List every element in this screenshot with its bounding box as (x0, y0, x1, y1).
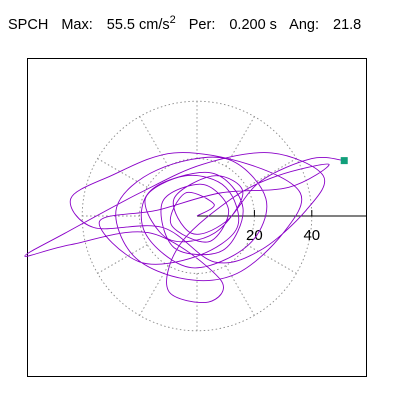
x-tick-label-40: 40 (303, 227, 320, 244)
end-point-marker (340, 157, 348, 165)
max-label: Max: (61, 17, 93, 33)
max-unit-power: 2 (169, 14, 176, 26)
period-value: 0.200 s (229, 17, 277, 33)
trace-group (24, 152, 345, 303)
grid-spoke-11 (225, 265, 255, 316)
plot-header: SPCH Max: 55.5 cm/s2 Per: 0.200 s Ang: 21.8 (8, 14, 370, 33)
max-value: 55.5 cm/s2 (106, 14, 176, 33)
marker-group (340, 157, 348, 165)
period-label: Per: (188, 17, 216, 33)
max-value-text: 55.5 cm/s (106, 17, 170, 33)
angle-value: 21.8 (333, 17, 362, 33)
grid-spoke-6 (97, 158, 148, 188)
grid-spoke-12 (246, 244, 297, 274)
grid-spoke-8 (97, 244, 148, 274)
grid-spoke-9 (139, 265, 169, 316)
axis-group: 20 40 (197, 210, 367, 244)
station-code: SPCH (8, 17, 49, 33)
grid-spoke-3 (225, 116, 255, 167)
angle-label: Ang: (289, 17, 320, 33)
x-tick-label-20: 20 (246, 227, 263, 244)
particle-motion-trace (24, 152, 345, 303)
plot-frame (27, 58, 367, 377)
grid-spoke-5 (139, 116, 169, 167)
